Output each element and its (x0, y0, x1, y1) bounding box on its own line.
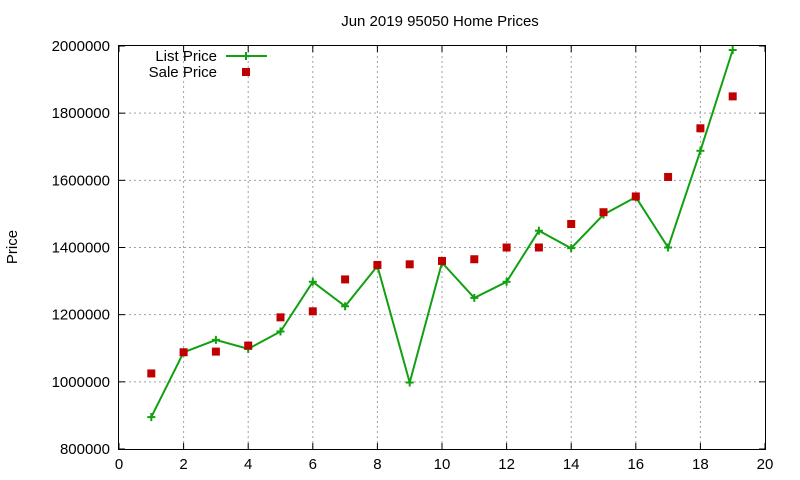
data-point-square (728, 92, 737, 101)
y-axis-label: Price (4, 230, 21, 264)
data-point-square (502, 243, 511, 252)
x-tick-label: 16 (627, 456, 644, 473)
plot-frame (118, 45, 766, 450)
legend-plus-marker (242, 52, 250, 60)
data-point-square (470, 255, 479, 264)
data-point-plus (276, 327, 285, 336)
data-point-square (438, 256, 446, 265)
data-point-square (179, 348, 188, 357)
x-tick-label: 4 (244, 456, 252, 473)
y-tick-label: 1400000 (52, 240, 110, 257)
x-tick-label: 12 (498, 456, 515, 473)
data-point-square (534, 243, 543, 252)
data-point-plus (308, 277, 317, 286)
data-point-plus (534, 226, 543, 235)
data-point-plus (211, 335, 220, 344)
legend-label: List Price (155, 48, 217, 65)
x-tick-label: 6 (309, 456, 317, 473)
data-point-plus (502, 277, 511, 286)
data-point-plus (147, 413, 156, 422)
y-tick-label: 1800000 (52, 105, 110, 122)
data-point-square (631, 192, 640, 201)
x-tick-label: 18 (692, 456, 709, 473)
data-point-square (567, 219, 576, 228)
data-point-plus (728, 46, 737, 55)
x-tick-label: 20 (757, 456, 774, 473)
x-tick-label: 0 (115, 456, 123, 473)
data-point-square (211, 347, 220, 356)
y-tick-label: 1000000 (52, 374, 110, 391)
data-point-square (696, 124, 705, 133)
data-point-plus (567, 244, 576, 253)
x-tick-label: 10 (434, 456, 451, 473)
data-point-square (276, 313, 285, 322)
series-2 (147, 92, 737, 378)
data-point-square (244, 341, 253, 350)
data-point-square (341, 275, 350, 284)
plot-area (147, 46, 737, 422)
chart-title: Jun 2019 95050 Home Prices (341, 13, 539, 30)
data-point-plus (470, 293, 479, 302)
data-point-square (373, 260, 382, 269)
y-tick-label: 1200000 (52, 307, 110, 324)
y-tick-label: 800000 (60, 441, 110, 458)
legend-label: Sale Price (149, 64, 217, 81)
data-point-square (405, 260, 414, 269)
y-tick-label: 1600000 (52, 172, 110, 189)
data-point-plus (664, 243, 673, 252)
x-tick-label: 8 (373, 456, 381, 473)
data-point-square (664, 172, 673, 181)
y-tick-label: 2000000 (52, 38, 110, 55)
data-point-plus (405, 378, 414, 387)
data-point-square (147, 369, 156, 378)
data-point-plus (696, 146, 705, 155)
legend-square-marker (242, 68, 250, 76)
x-tick-label: 14 (563, 456, 580, 473)
x-tick-label: 2 (179, 456, 187, 473)
axis-ticks: 0 2 4 6 8 10 12 14 16 18 20 800000 1000000 1200000 140… (52, 38, 774, 473)
data-point-plus (341, 302, 350, 311)
data-point-square (308, 307, 317, 316)
data-point-square (599, 208, 608, 217)
